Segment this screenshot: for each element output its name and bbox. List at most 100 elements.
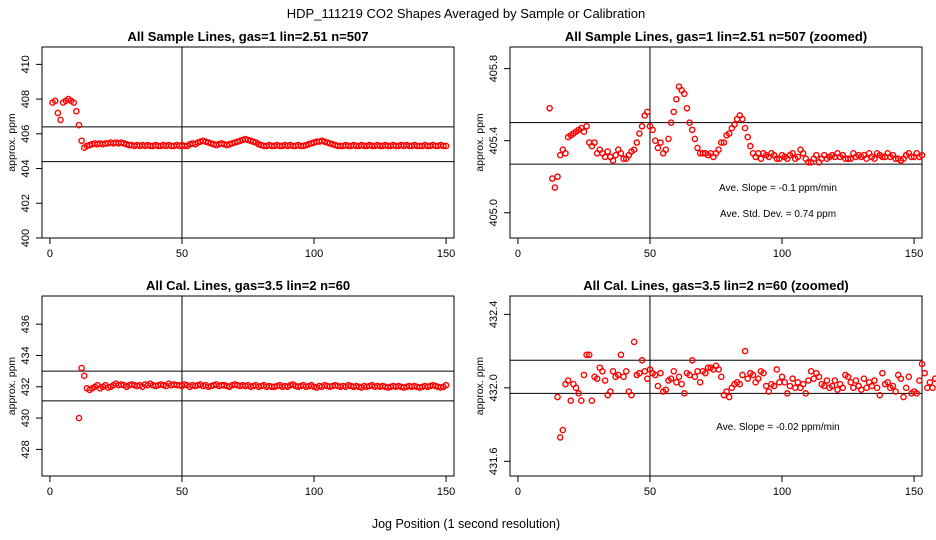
data-point: [834, 386, 841, 393]
data-point: [51, 97, 59, 105]
data-point: [654, 382, 662, 390]
x-tick-label: 50: [644, 486, 656, 498]
data-point: [675, 373, 683, 381]
data-point: [897, 375, 905, 382]
data-point: [879, 153, 886, 161]
data-point: [786, 382, 794, 390]
data-point: [736, 380, 744, 388]
data-point: [442, 142, 450, 150]
data-point: [871, 155, 878, 163]
data-point: [720, 139, 728, 146]
data-point: [564, 377, 572, 384]
data-point: [725, 130, 733, 137]
y-tick-label: 400: [20, 229, 32, 247]
data-point: [892, 388, 899, 395]
data-point: [567, 397, 575, 404]
data-point: [823, 377, 831, 384]
data-point: [760, 369, 767, 377]
data-point: [578, 397, 585, 404]
data-point: [78, 137, 85, 145]
data-point: [551, 184, 559, 191]
y-tick-label: 406: [20, 125, 32, 143]
data-point: [791, 384, 799, 392]
data-point: [683, 104, 691, 112]
data-point: [554, 173, 561, 181]
data-point: [773, 366, 781, 373]
data-point: [57, 116, 64, 124]
data-point: [765, 388, 773, 395]
data-point: [717, 373, 725, 381]
figure-title: HDP_111219 CO2 Shapes Averaged by Sample…: [287, 6, 645, 21]
data-point: [931, 375, 936, 382]
data-point: [688, 126, 696, 134]
data-point: [905, 373, 913, 381]
data-point: [773, 155, 781, 163]
data-point: [762, 382, 770, 390]
data-point: [754, 375, 762, 382]
data-point: [562, 150, 569, 157]
data-point: [633, 139, 641, 146]
data-point: [717, 139, 725, 146]
data-point: [847, 379, 854, 386]
data-point: [593, 375, 601, 382]
y-axis-label: approx. ppm: [474, 113, 486, 172]
data-point: [657, 139, 664, 146]
x-tick-label: 150: [905, 486, 923, 498]
y-tick-label: 408: [20, 90, 32, 108]
data-point: [802, 390, 810, 397]
data-point: [617, 351, 625, 359]
x-tick-label: 100: [305, 486, 323, 498]
data-point: [70, 99, 77, 106]
data-point: [620, 155, 627, 163]
data-point: [725, 393, 733, 401]
data-point: [923, 384, 931, 392]
data-point: [747, 142, 754, 150]
data-point: [638, 122, 646, 130]
data-point: [807, 368, 815, 375]
y-tick-label: 405.8: [488, 55, 500, 83]
data-point: [696, 379, 704, 386]
data-point: [580, 371, 588, 379]
data-point: [651, 137, 659, 144]
data-point: [80, 372, 88, 380]
data-point: [828, 382, 836, 390]
x-tick-label: 50: [176, 486, 188, 498]
data-point: [638, 356, 646, 364]
panel-title: All Cal. Lines, gas=3.5 lin=2 n=60: [146, 278, 350, 293]
data-point: [691, 135, 699, 143]
plot-frame: [41, 46, 455, 239]
data-point: [609, 157, 617, 164]
data-point: [673, 95, 680, 103]
data-point: [731, 121, 738, 128]
data-point: [916, 377, 923, 384]
y-tick-label: 405.0: [488, 199, 500, 227]
data-point: [612, 151, 619, 159]
data-point: [583, 122, 590, 130]
panel-sample-lines: All Sample Lines, gas=1 lin=2.51 n=507 0 5…: [6, 29, 455, 260]
data-point: [572, 384, 580, 392]
y-tick-label: 410: [20, 55, 32, 73]
panel-cal-lines: All Cal. Lines, gas=3.5 lin=2 n=60 0 50 100…: [6, 278, 455, 498]
data-point: [839, 384, 847, 392]
data-point: [794, 153, 802, 161]
data-point: [863, 384, 870, 392]
data-point: [831, 377, 839, 384]
data-point: [810, 375, 818, 382]
panel-sample-lines-zoomed: All Sample Lines, gas=1 lin=2.51 n=507 (…: [474, 29, 926, 260]
annotation: Ave. Slope = -0.1 ppm/min: [719, 183, 837, 194]
data-point: [649, 126, 656, 134]
data-point: [688, 356, 696, 364]
data-point: [702, 369, 709, 377]
data-point: [546, 104, 553, 112]
data-point: [805, 377, 812, 384]
data-point: [913, 390, 921, 397]
data-point: [583, 351, 590, 359]
x-tick-label: 50: [176, 248, 188, 260]
data-point: [789, 150, 796, 157]
data-point: [641, 368, 648, 375]
data-point: [630, 338, 638, 346]
data-point: [585, 351, 593, 359]
data-point: [805, 159, 812, 166]
data-point: [918, 151, 926, 159]
data-point: [929, 384, 936, 392]
